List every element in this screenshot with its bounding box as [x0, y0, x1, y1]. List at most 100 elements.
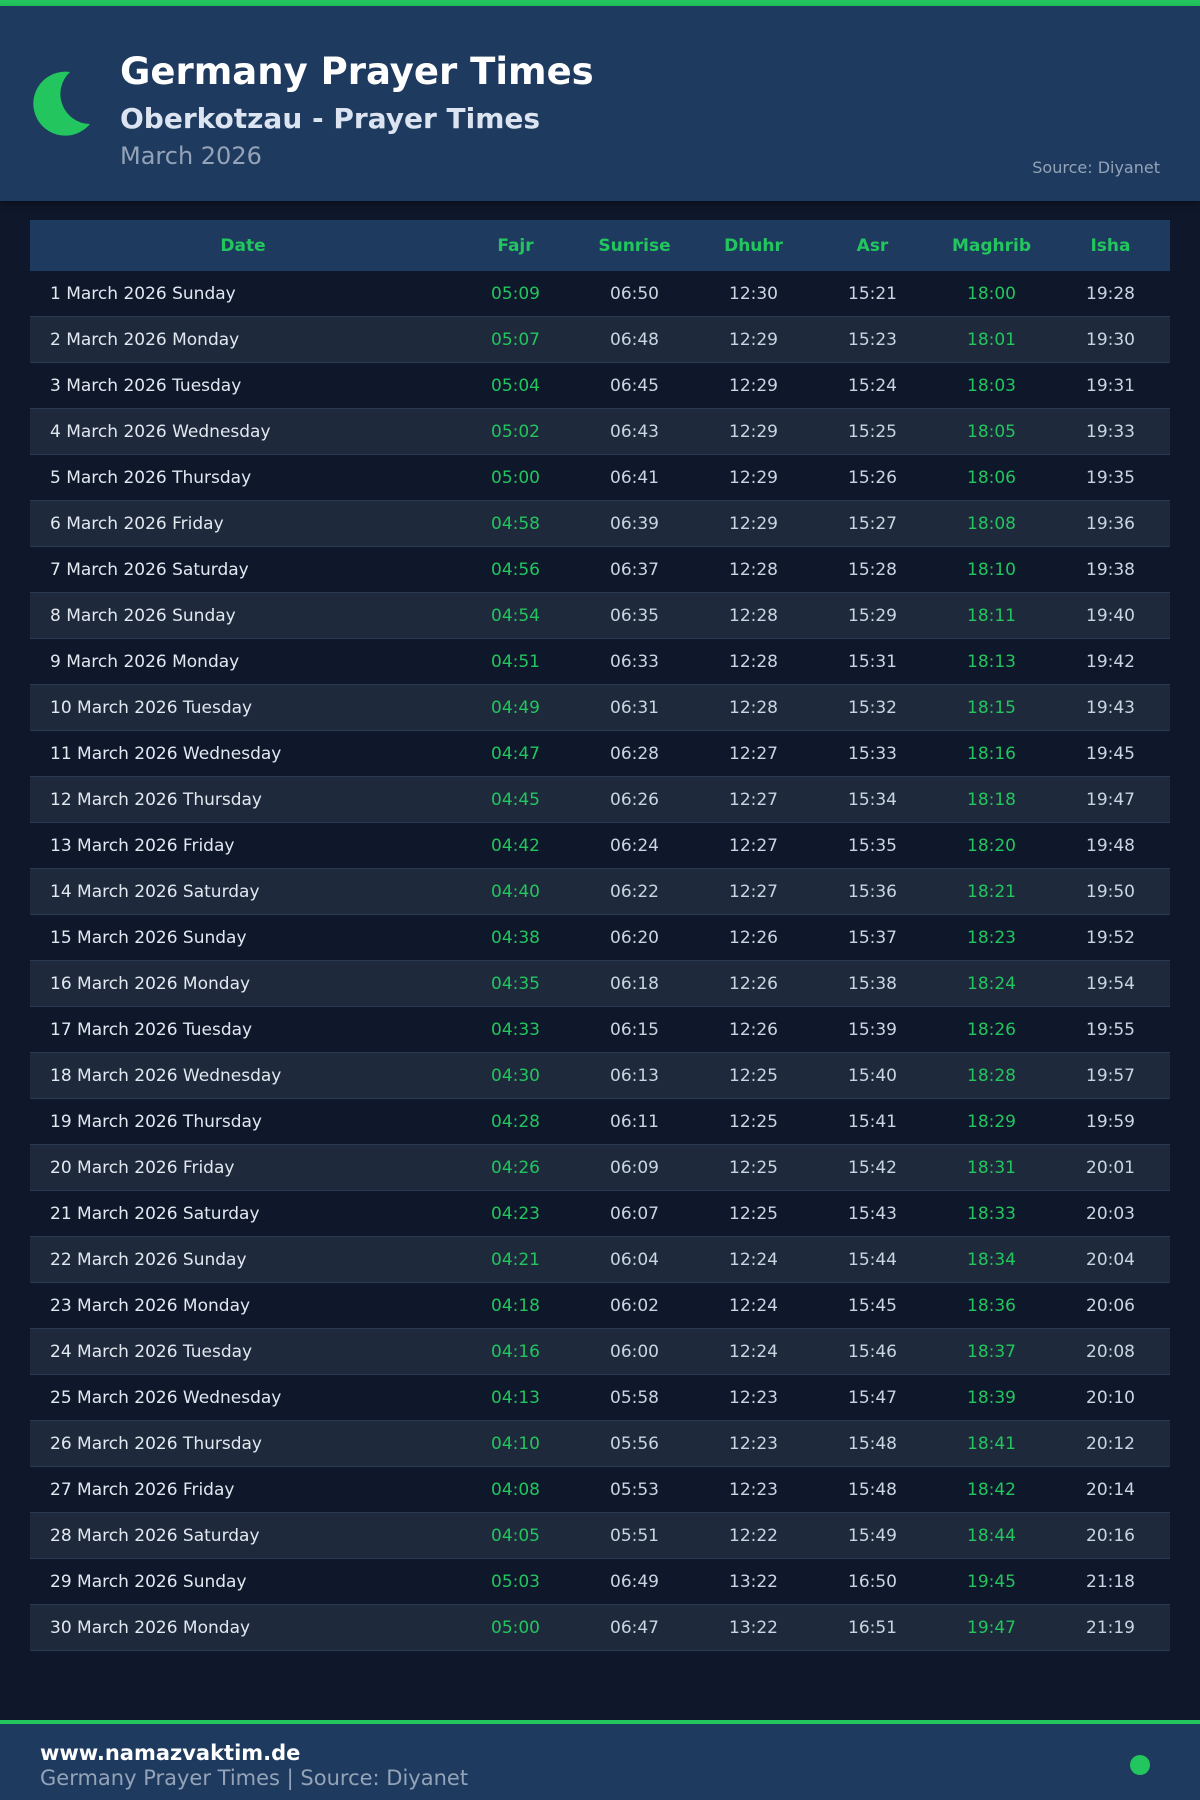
isha-time-cell: 19:43 — [1086, 697, 1135, 718]
isha-time-cell: 20:06 — [1086, 1295, 1135, 1316]
sunrise-time-cell: 06:13 — [610, 1065, 659, 1086]
sunrise-time-cell: 06:47 — [610, 1617, 659, 1638]
asr-time-cell: 15:41 — [848, 1111, 897, 1132]
sunrise-time-cell: 06:07 — [610, 1203, 659, 1224]
page-footer: www.namazvaktim.de Germany Prayer Times … — [0, 1724, 1200, 1800]
dhuhr-time-cell: 12:27 — [729, 881, 778, 902]
fajr-time-cell: 04:56 — [491, 559, 540, 580]
fajr-time-cell: 04:38 — [491, 927, 540, 948]
table-row: 10 March 2026 Tuesday 04:49 06:31 12:28 15:3… — [30, 685, 1170, 731]
fajr-time-cell: 04:42 — [491, 835, 540, 856]
sunrise-time-cell: 06:04 — [610, 1249, 659, 1270]
sunrise-time-cell: 06:31 — [610, 697, 659, 718]
sunrise-time-cell: 06:09 — [610, 1157, 659, 1178]
maghrib-time-cell: 18:37 — [967, 1341, 1016, 1362]
sunrise-time-cell: 06:22 — [610, 881, 659, 902]
table-row: 3 March 2026 Tuesday 05:04 06:45 12:29 15:24… — [30, 363, 1170, 409]
column-header-maghrib: Maghrib — [951, 235, 1032, 256]
asr-time-cell: 15:27 — [848, 513, 897, 534]
maghrib-time-cell: 18:11 — [967, 605, 1016, 626]
maghrib-time-cell: 18:08 — [967, 513, 1016, 534]
sunrise-time-cell: 06:41 — [610, 467, 659, 488]
table-row: 19 March 2026 Thursday 04:28 06:11 12:25 15:… — [30, 1099, 1170, 1145]
isha-time-cell: 20:03 — [1086, 1203, 1135, 1224]
date-cell: 25 March 2026 Wednesday — [50, 1387, 282, 1408]
table-row: 28 March 2026 Saturday 04:05 05:51 12:22 15:… — [30, 1513, 1170, 1559]
maghrib-time-cell: 18:20 — [967, 835, 1016, 856]
maghrib-time-cell: 18:06 — [967, 467, 1016, 488]
sunrise-time-cell: 06:33 — [610, 651, 659, 672]
date-cell: 17 March 2026 Tuesday — [50, 1019, 253, 1040]
date-cell: 1 March 2026 Sunday — [50, 283, 236, 304]
asr-time-cell: 15:21 — [848, 283, 897, 304]
date-cell: 5 March 2026 Thursday — [50, 467, 252, 488]
sunrise-time-cell: 06:49 — [610, 1571, 659, 1592]
fajr-time-cell: 04:05 — [491, 1525, 540, 1546]
maghrib-time-cell: 18:00 — [967, 283, 1016, 304]
sunrise-time-cell: 06:11 — [610, 1111, 659, 1132]
dhuhr-time-cell: 12:25 — [729, 1157, 778, 1178]
column-header-dhuhr: Dhuhr — [724, 235, 783, 256]
fajr-time-cell: 04:40 — [491, 881, 540, 902]
dhuhr-time-cell: 12:29 — [729, 329, 778, 350]
table-row: 1 March 2026 Sunday 05:09 06:50 12:30 15:21 1… — [30, 271, 1170, 317]
maghrib-time-cell: 18:28 — [967, 1065, 1016, 1086]
footer-accent-line — [0, 1720, 1200, 1724]
isha-time-cell: 20:10 — [1086, 1387, 1135, 1408]
isha-time-cell: 19:42 — [1086, 651, 1135, 672]
asr-time-cell: 15:46 — [848, 1341, 897, 1362]
isha-time-cell: 21:19 — [1086, 1617, 1135, 1638]
fajr-time-cell: 04:54 — [491, 605, 540, 626]
dhuhr-time-cell: 12:24 — [729, 1341, 778, 1362]
isha-time-cell: 19:55 — [1086, 1019, 1135, 1040]
isha-time-cell: 19:36 — [1086, 513, 1135, 534]
page-subtitle: Oberkotzau - Prayer Times — [120, 102, 541, 135]
fajr-time-cell: 05:03 — [491, 1571, 540, 1592]
date-cell: 24 March 2026 Tuesday — [50, 1341, 253, 1362]
dhuhr-time-cell: 12:23 — [729, 1387, 778, 1408]
dhuhr-time-cell: 12:27 — [729, 835, 778, 856]
isha-time-cell: 19:54 — [1086, 973, 1135, 994]
isha-time-cell: 20:08 — [1086, 1341, 1135, 1362]
asr-time-cell: 15:23 — [848, 329, 897, 350]
asr-time-cell: 15:35 — [848, 835, 897, 856]
dhuhr-time-cell: 12:28 — [729, 651, 778, 672]
sunrise-time-cell: 05:56 — [610, 1433, 659, 1454]
fajr-time-cell: 04:23 — [491, 1203, 540, 1224]
fajr-time-cell: 04:28 — [491, 1111, 540, 1132]
asr-time-cell: 15:40 — [848, 1065, 897, 1086]
table-body: 1 March 2026 Sunday 05:09 06:50 12:30 15:21 1… — [30, 271, 1170, 1651]
month-label: March 2026 — [120, 142, 262, 170]
asr-time-cell: 15:43 — [848, 1203, 897, 1224]
table-row: 22 March 2026 Sunday 04:21 06:04 12:24 15:44… — [30, 1237, 1170, 1283]
fajr-time-cell: 04:51 — [491, 651, 540, 672]
date-cell: 10 March 2026 Tuesday — [50, 697, 253, 718]
table-row: 27 March 2026 Friday 04:08 05:53 12:23 15:48… — [30, 1467, 1170, 1513]
dhuhr-time-cell: 12:25 — [729, 1111, 778, 1132]
sunrise-time-cell: 06:45 — [610, 375, 659, 396]
asr-time-cell: 15:36 — [848, 881, 897, 902]
sunrise-time-cell: 06:15 — [610, 1019, 659, 1040]
maghrib-time-cell: 18:21 — [967, 881, 1016, 902]
maghrib-time-cell: 18:42 — [967, 1479, 1016, 1500]
fajr-time-cell: 04:26 — [491, 1157, 540, 1178]
asr-time-cell: 15:33 — [848, 743, 897, 764]
asr-time-cell: 15:32 — [848, 697, 897, 718]
table-row: 9 March 2026 Monday 04:51 06:33 12:28 15:31 1… — [30, 639, 1170, 685]
column-header-fajr: Fajr — [497, 235, 534, 256]
maghrib-time-cell: 18:18 — [967, 789, 1016, 810]
maghrib-time-cell: 18:24 — [967, 973, 1016, 994]
isha-time-cell: 19:48 — [1086, 835, 1135, 856]
asr-time-cell: 16:50 — [848, 1571, 897, 1592]
table-row: 11 March 2026 Wednesday 04:47 06:28 12:27 15… — [30, 731, 1170, 777]
dhuhr-time-cell: 12:29 — [729, 513, 778, 534]
maghrib-time-cell: 18:29 — [967, 1111, 1016, 1132]
table-row: 12 March 2026 Thursday 04:45 06:26 12:27 15:… — [30, 777, 1170, 823]
isha-time-cell: 19:38 — [1086, 559, 1135, 580]
column-header-isha: Isha — [1090, 235, 1131, 256]
table-row: 26 March 2026 Thursday 04:10 05:56 12:23 15:… — [30, 1421, 1170, 1467]
status-dot-icon — [1130, 1755, 1150, 1775]
isha-time-cell: 19:33 — [1086, 421, 1135, 442]
fajr-time-cell: 04:47 — [491, 743, 540, 764]
footer-website-link[interactable]: www.namazvaktim.de — [40, 1741, 301, 1765]
